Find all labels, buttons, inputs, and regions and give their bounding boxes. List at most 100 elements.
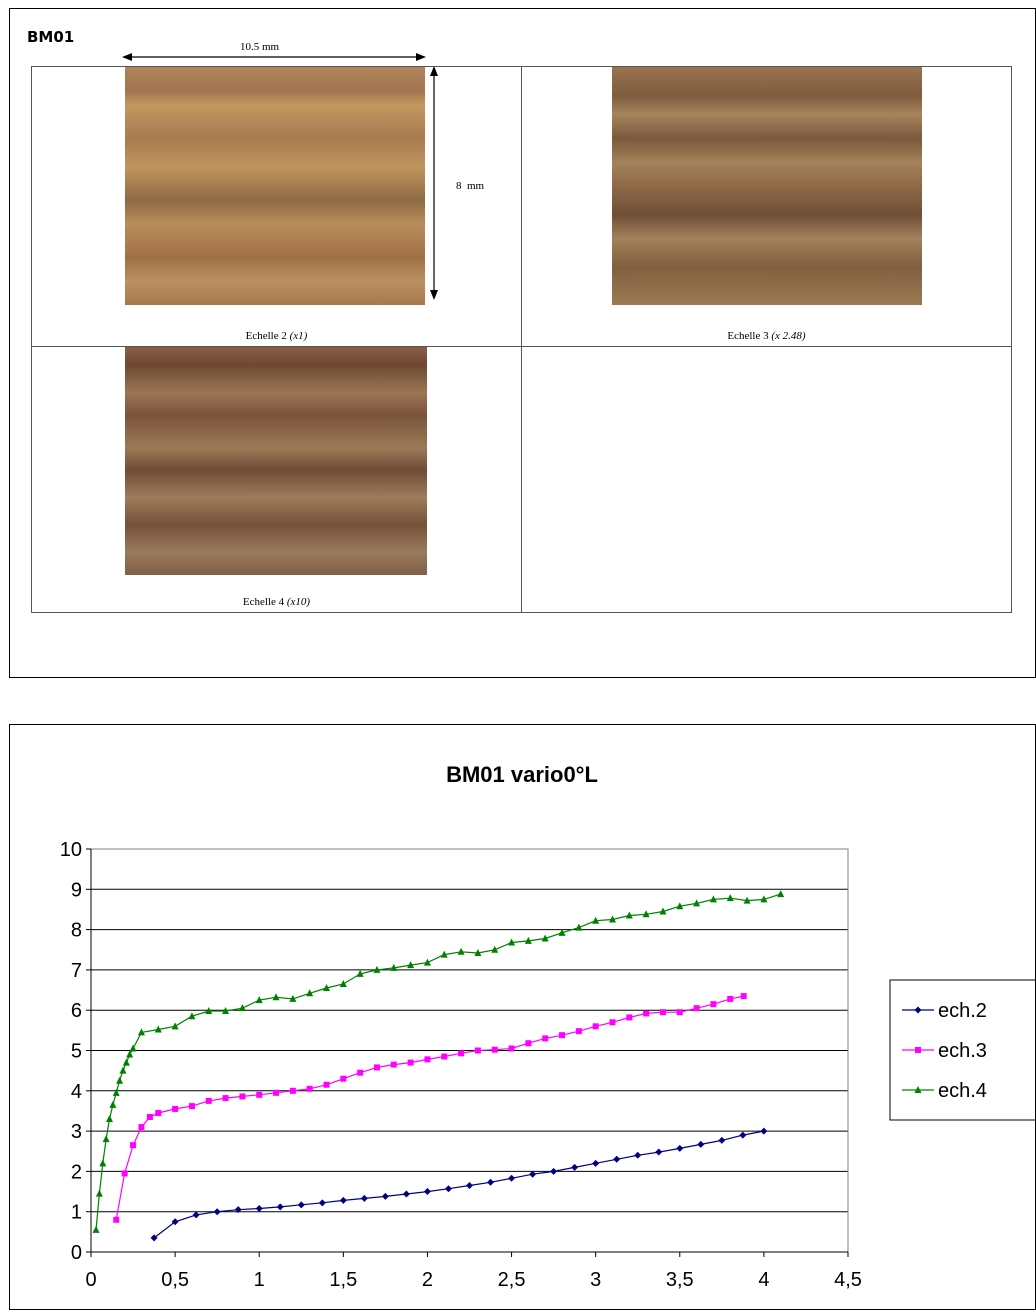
x-tick-label: 3,5: [666, 1269, 694, 1291]
data-point: [155, 1109, 162, 1116]
data-point: [634, 1151, 642, 1159]
data-point: [693, 1005, 700, 1012]
data-point: [102, 1135, 110, 1143]
data-point: [112, 1088, 120, 1096]
data-point: [213, 1208, 221, 1216]
y-tick-label: 1: [71, 1202, 82, 1224]
y-tick-label: 7: [71, 960, 82, 982]
x-tick-label: 3: [590, 1269, 601, 1291]
height-dimension-label: 8 mm: [456, 180, 485, 192]
data-point: [205, 1007, 213, 1015]
data-point: [356, 969, 364, 977]
y-tick-label: 3: [71, 1121, 82, 1143]
data-point: [116, 1076, 124, 1084]
panel-cell-2: Echelle 3 (x 2.48): [521, 66, 1012, 347]
data-point: [113, 1216, 120, 1223]
data-point: [592, 916, 600, 924]
data-point: [423, 958, 431, 966]
data-point: [709, 895, 717, 903]
sample-id: BM01: [27, 28, 75, 46]
data-point: [727, 995, 734, 1002]
data-point: [718, 1136, 726, 1144]
data-point: [558, 928, 566, 936]
x-tick-label: 4,5: [834, 1269, 862, 1291]
legend-marker: [914, 1006, 922, 1014]
data-point: [126, 1050, 134, 1058]
x-tick-label: 2: [422, 1269, 433, 1291]
data-point: [402, 1190, 410, 1198]
data-point: [273, 1089, 280, 1096]
data-point: [222, 1007, 230, 1015]
data-point: [339, 1196, 347, 1204]
data-point: [541, 934, 549, 942]
data-point: [609, 1019, 616, 1026]
data-point: [659, 907, 667, 915]
image-grid: Echelle 2 (x1): [31, 66, 1012, 613]
y-tick-label: 6: [71, 1000, 82, 1022]
data-point: [642, 910, 650, 918]
panel-cell-empty: [521, 346, 1012, 613]
data-point: [508, 1045, 515, 1052]
data-point: [740, 993, 747, 1000]
data-point: [188, 1103, 195, 1110]
data-point: [743, 896, 751, 904]
legend-marker: [915, 1047, 921, 1053]
axes: 0 1 2 3 4 5 6 7 8 9 10 0 0,5 1 1,5 2 2,5 3 3,5 4 4,5: [60, 839, 862, 1291]
data-point: [676, 1009, 683, 1016]
y-tick-label: 8: [71, 920, 82, 942]
panel-caption-1: Echelle 2 (x1): [245, 330, 308, 342]
data-point: [255, 1204, 263, 1212]
data-point: [423, 1188, 431, 1196]
width-dimension-label: 10.5 mm: [240, 41, 280, 53]
y-tick-label: 10: [60, 839, 82, 861]
data-point: [474, 1047, 481, 1054]
data-point: [542, 1035, 549, 1042]
data-point: [571, 1163, 579, 1171]
data-point: [272, 993, 280, 1001]
legend-label: ech.3: [938, 1040, 987, 1062]
panel-caption-2: Echelle 3 (x 2.48): [727, 330, 806, 342]
data-point: [276, 1203, 284, 1211]
data-point: [222, 1095, 229, 1102]
data-point: [373, 965, 381, 973]
data-point: [106, 1115, 114, 1123]
data-point: [137, 1028, 145, 1036]
data-point: [440, 950, 448, 958]
data-point: [491, 1046, 498, 1053]
data-point: [693, 899, 701, 907]
legend-label: ech.4: [938, 1080, 987, 1102]
data-point: [239, 1093, 246, 1100]
data-point: [172, 1105, 179, 1112]
data-point: [357, 1069, 364, 1076]
data-point: [122, 1058, 130, 1066]
data-point: [121, 1170, 128, 1177]
data-point: [238, 1004, 246, 1012]
chart: BM01 vario0°L 0 1 2 3 4 5 6 7 8 9 10 0 0,5 1 1,5 2 2,5 3 3…: [60, 762, 1036, 1291]
series-line: [153, 1130, 765, 1239]
data-point: [99, 1159, 107, 1167]
data-point: [626, 1014, 633, 1021]
data-point: [697, 1140, 705, 1148]
data-point: [129, 1044, 137, 1052]
panel-cell-1: Echelle 2 (x1): [31, 66, 522, 347]
data-point: [192, 1211, 200, 1219]
data-point: [457, 947, 465, 955]
y-tick-label: 9: [71, 879, 82, 901]
data-point: [360, 1194, 368, 1202]
data-point: [306, 1085, 313, 1092]
data-point: [592, 1159, 600, 1167]
y-tick-label: 0: [71, 1242, 82, 1264]
data-point: [676, 1144, 684, 1152]
data-point: [441, 1053, 448, 1060]
data-point: [458, 1050, 465, 1057]
data-point: [407, 1059, 414, 1066]
data-point: [726, 894, 734, 902]
data-point: [234, 1206, 242, 1214]
chart-title: BM01 vario0°L: [446, 762, 598, 787]
data-point: [297, 1201, 305, 1209]
data-point: [205, 1097, 212, 1104]
data-point: [444, 1185, 452, 1193]
data-point: [508, 1174, 516, 1182]
series: [92, 890, 785, 1242]
data-point: [95, 1189, 103, 1197]
